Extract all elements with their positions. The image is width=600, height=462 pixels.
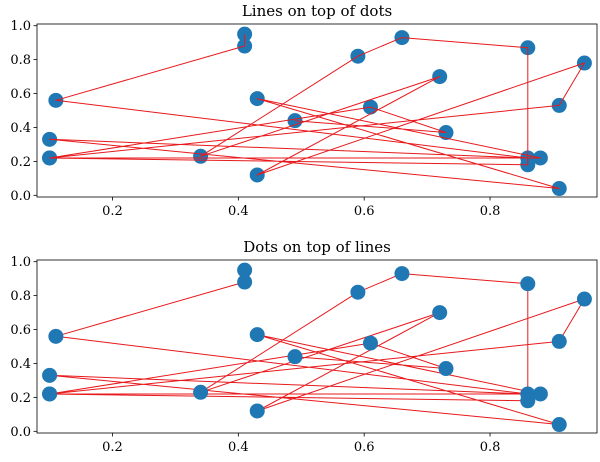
y-tick-label: 0.6	[10, 323, 31, 338]
data-point	[432, 305, 448, 321]
y-tick-label: 0.4	[10, 121, 31, 136]
data-point	[249, 327, 265, 343]
x-tick-label: 0.6	[354, 440, 375, 455]
y-tick-label: 0.4	[10, 357, 31, 372]
data-point	[249, 403, 265, 419]
y-tick-label: 0.8	[10, 53, 31, 68]
x-tick-label: 0.8	[480, 204, 501, 219]
data-point	[532, 386, 548, 402]
data-point	[350, 284, 366, 300]
plot-area: 0.0 0.2 0.4 0.6 0.8 1.0 0.2 0.4 0.6 0.8	[10, 255, 598, 455]
y-tick-label: 0.0	[10, 425, 31, 440]
data-point	[287, 113, 303, 129]
y-tick-label: 0.0	[10, 189, 31, 204]
x-tick-label: 0.8	[480, 440, 501, 455]
y-tick-label: 1.0	[10, 19, 31, 34]
subplot-title: Lines on top of dots	[242, 2, 392, 20]
series-dots	[42, 262, 592, 433]
y-tick-label: 0.2	[10, 155, 31, 170]
y-tick-label: 1.0	[10, 255, 31, 270]
data-point	[520, 393, 536, 409]
data-point	[576, 291, 592, 307]
y-tick-label: 0.6	[10, 87, 31, 102]
y-tick-label: 0.2	[10, 391, 31, 406]
x-tick-label: 0.6	[354, 204, 375, 219]
data-point	[237, 26, 253, 42]
x-tick-label: 0.2	[102, 204, 123, 219]
data-point	[394, 266, 410, 282]
y-tick-label: 0.8	[10, 289, 31, 304]
plot-area: 0.0 0.2 0.4 0.6 0.8 1.0 0.2 0.4 0.6 0.8	[10, 19, 598, 219]
x-tick-label: 0.2	[102, 440, 123, 455]
data-point	[237, 262, 253, 278]
series-line	[49, 34, 585, 189]
data-point	[287, 349, 303, 365]
data-point	[193, 384, 209, 400]
data-point	[551, 333, 567, 349]
data-point	[520, 276, 536, 292]
data-point	[237, 274, 253, 290]
data-point	[42, 367, 58, 383]
data-point	[48, 328, 64, 344]
data-point	[438, 361, 454, 377]
subplot-dots-on-top: Dots on top of lines 0.00.20.40.60.81.00…	[10, 238, 598, 455]
x-tick-label: 0.4	[228, 204, 249, 219]
subplot-title: Dots on top of lines	[243, 238, 391, 256]
subplot-lines-on-top: Lines on top of dots 0.00.20.40.60.81.00…	[10, 2, 598, 219]
axes-frame	[36, 259, 598, 434]
data-point	[551, 417, 567, 433]
data-point	[42, 386, 58, 402]
x-tick-label: 0.4	[228, 440, 249, 455]
axes-frame	[36, 23, 598, 198]
data-point	[362, 335, 378, 351]
series-line	[49, 270, 585, 425]
